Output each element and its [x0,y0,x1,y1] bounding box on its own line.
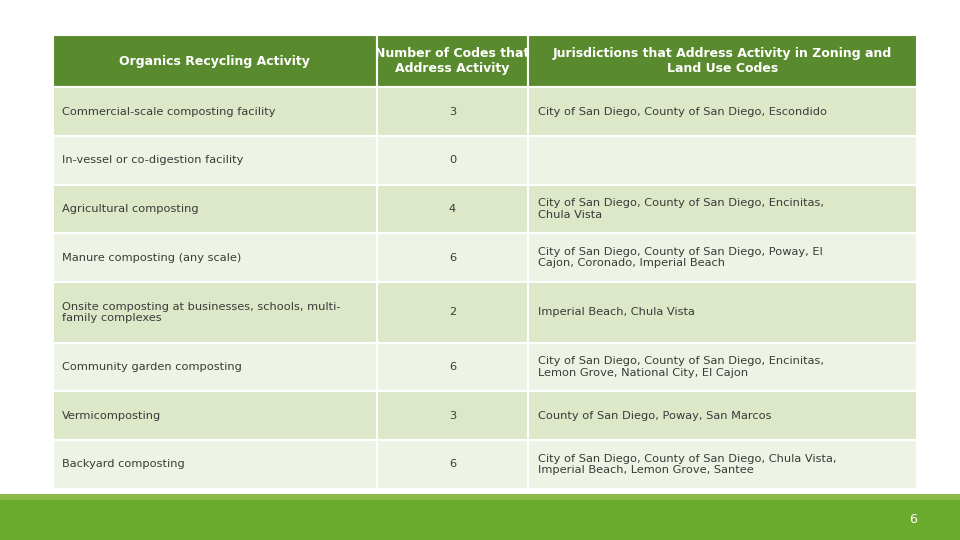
Text: Backyard composting: Backyard composting [62,460,185,469]
Bar [376,35,528,87]
Bar [528,343,917,391]
Bar [376,440,528,489]
Bar [53,440,376,489]
Bar [53,233,376,282]
Text: Onsite composting at businesses, schools, multi-
family complexes: Onsite composting at businesses, schools… [62,301,341,323]
Bar [0,494,960,540]
Text: Imperial Beach, Chula Vista: Imperial Beach, Chula Vista [538,307,694,318]
Bar [528,87,917,136]
Text: Vermicomposting: Vermicomposting [62,411,161,421]
Text: Jurisdictions that Address Activity in Zoning and
Land Use Codes: Jurisdictions that Address Activity in Z… [553,47,892,75]
Bar [376,87,528,136]
Text: 6: 6 [909,513,917,526]
Text: 4: 4 [449,204,456,214]
Text: 6: 6 [449,460,456,469]
Bar [53,343,376,391]
Bar [376,233,528,282]
Text: 0: 0 [448,156,456,165]
Text: City of San Diego, County of San Diego, Encinitas,
Chula Vista: City of San Diego, County of San Diego, … [538,198,824,220]
Bar [528,440,917,489]
Text: 6: 6 [449,253,456,262]
Text: 2: 2 [449,307,456,318]
Bar [376,392,528,440]
Bar [528,136,917,185]
Text: 3: 3 [448,411,456,421]
Text: Manure composting (any scale): Manure composting (any scale) [62,253,242,262]
Text: Agricultural composting: Agricultural composting [62,204,199,214]
Bar [376,282,528,343]
Text: City of San Diego, County of San Diego, Escondido: City of San Diego, County of San Diego, … [538,106,827,117]
Bar [528,35,917,87]
Bar [53,87,376,136]
Bar [528,185,917,233]
Text: City of San Diego, County of San Diego, Encinitas,
Lemon Grove, National City, E: City of San Diego, County of San Diego, … [538,356,824,378]
Bar [53,185,376,233]
Text: Number of Codes that
Address Activity: Number of Codes that Address Activity [375,47,530,75]
Bar [53,282,376,343]
Text: City of San Diego, County of San Diego, Chula Vista,
Imperial Beach, Lemon Grove: City of San Diego, County of San Diego, … [538,454,836,475]
Text: Commercial-scale composting facility: Commercial-scale composting facility [62,106,276,117]
Bar [376,343,528,391]
Text: 3: 3 [448,106,456,117]
Text: Community garden composting: Community garden composting [62,362,242,372]
Text: In-vessel or co-digestion facility: In-vessel or co-digestion facility [62,156,244,165]
Bar [53,392,376,440]
Bar [0,494,960,500]
Text: Organics Recycling Activity: Organics Recycling Activity [119,55,310,68]
Bar [376,185,528,233]
Bar [528,282,917,343]
Bar [53,35,376,87]
Bar [528,233,917,282]
Bar [376,136,528,185]
Text: City of San Diego, County of San Diego, Poway, El
Cajon, Coronado, Imperial Beac: City of San Diego, County of San Diego, … [538,247,823,268]
Bar [528,392,917,440]
Text: 6: 6 [449,362,456,372]
Text: County of San Diego, Poway, San Marcos: County of San Diego, Poway, San Marcos [538,411,771,421]
Bar [53,136,376,185]
